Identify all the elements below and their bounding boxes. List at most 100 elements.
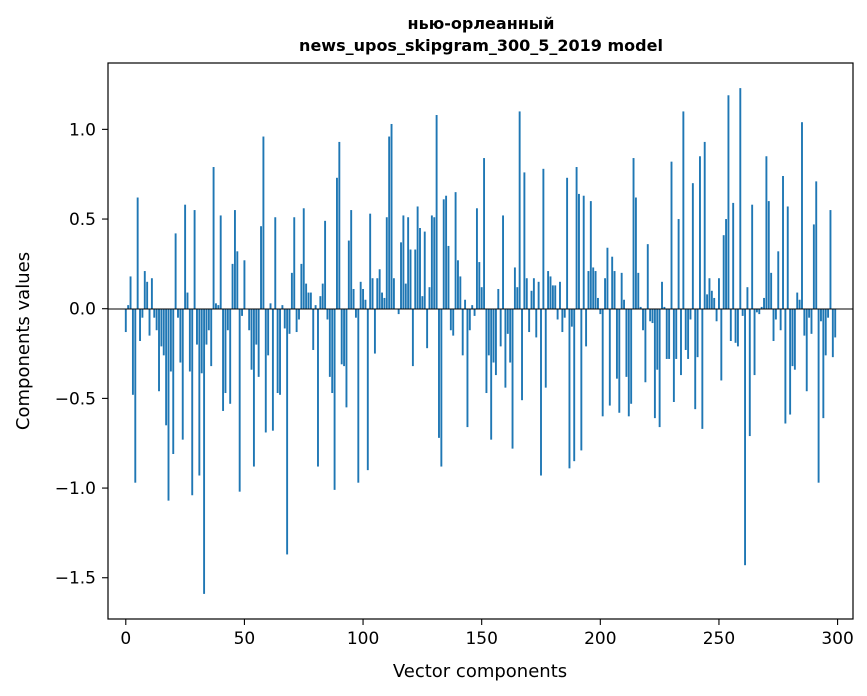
bar-57 [260,226,262,309]
bar-290 [812,224,815,309]
bar-107 [378,269,381,309]
bar-44 [229,308,232,404]
bar-244 [703,141,706,309]
bar-50 [243,260,246,309]
bar-96 [352,288,355,309]
bar-125 [421,296,424,309]
bar-90 [338,141,341,309]
bar-272 [770,272,773,309]
bar-239 [691,183,694,309]
bar-73 [298,308,300,320]
bar-279 [786,206,789,309]
bar-98 [357,308,360,483]
bar-163 [511,308,514,449]
bar-203 [606,247,609,309]
bar-140 [457,260,459,309]
bar-231 [672,308,675,402]
bar-78 [309,292,312,309]
bar-281 [791,308,794,367]
bar-110 [385,217,388,309]
bar-265 [753,308,756,376]
bar-135 [445,195,448,309]
bar-200 [599,308,602,315]
bar-266 [755,308,758,313]
y-tick-label-0: −1.5 [55,569,96,589]
bar-53 [250,308,253,370]
bar-236 [684,308,687,350]
bar-282 [793,308,796,370]
bar-95 [350,210,353,309]
bar-141 [459,276,462,309]
bar-175 [540,308,542,476]
bar-72 [295,308,298,333]
bar-19 [169,308,172,372]
bar-27 [188,308,191,372]
bar-280 [789,308,792,415]
bar-225 [658,308,661,428]
bar-168 [523,172,526,309]
bar-82 [319,296,322,309]
bar-30 [196,308,198,345]
bar-250 [718,278,720,309]
bar-197 [592,267,595,309]
plot-area-frame [107,62,854,620]
bar-26 [186,292,189,309]
bar-39 [217,305,220,309]
bar-94 [347,240,350,309]
y-tick-label-4: 0.5 [69,210,96,230]
bar-101 [364,299,367,309]
bar-143 [464,299,467,309]
bar-87 [331,308,334,394]
bar-199 [597,297,599,309]
bar-289 [810,308,813,334]
bar-208 [618,308,621,413]
bar-65 [279,308,281,395]
bar-6 [139,308,141,341]
y-tick-label-2: −0.5 [55,389,96,409]
bar-204 [608,308,611,406]
bar-187 [568,308,571,469]
bar-46 [233,210,236,309]
bar-151 [483,158,486,309]
bar-97 [354,308,357,318]
bar-108 [381,292,383,309]
bar-115 [397,308,400,315]
bar-41 [222,308,225,411]
bar-45 [231,263,234,309]
bar-38 [215,303,217,309]
bar-120 [409,249,412,309]
bar-123 [416,206,419,309]
bar-64 [276,308,279,394]
bar-255 [729,308,732,341]
bar-188 [570,308,573,327]
bar-270 [765,156,768,309]
bar-173 [535,308,538,338]
bar-37 [212,167,215,309]
bar-292 [817,308,820,483]
bar-5 [136,197,139,309]
bar-276 [779,308,782,331]
y-tick-label-1: −1.0 [55,479,96,499]
bar-222 [651,308,654,324]
bar-230 [670,161,673,309]
bar-43 [226,308,229,331]
bar-117 [402,215,405,309]
bar-9 [146,281,149,309]
y-axis-label: Components values [13,252,34,430]
x-axis-ticks: 0 50 100 150 200 250 300 [120,619,854,649]
bar-48 [238,308,241,492]
bar-99 [359,281,362,309]
bar-209 [620,272,623,309]
bar-205 [611,256,614,309]
bar-297 [829,210,832,309]
bar-202 [604,278,607,309]
bar-77 [307,292,310,309]
bar-220 [646,244,649,309]
bar-247 [710,290,713,309]
bar-238 [689,308,692,320]
bar-252 [722,235,725,309]
bar-84 [324,220,327,309]
bar-103 [369,213,372,309]
bar-138 [452,308,455,336]
bar-74 [300,263,303,309]
